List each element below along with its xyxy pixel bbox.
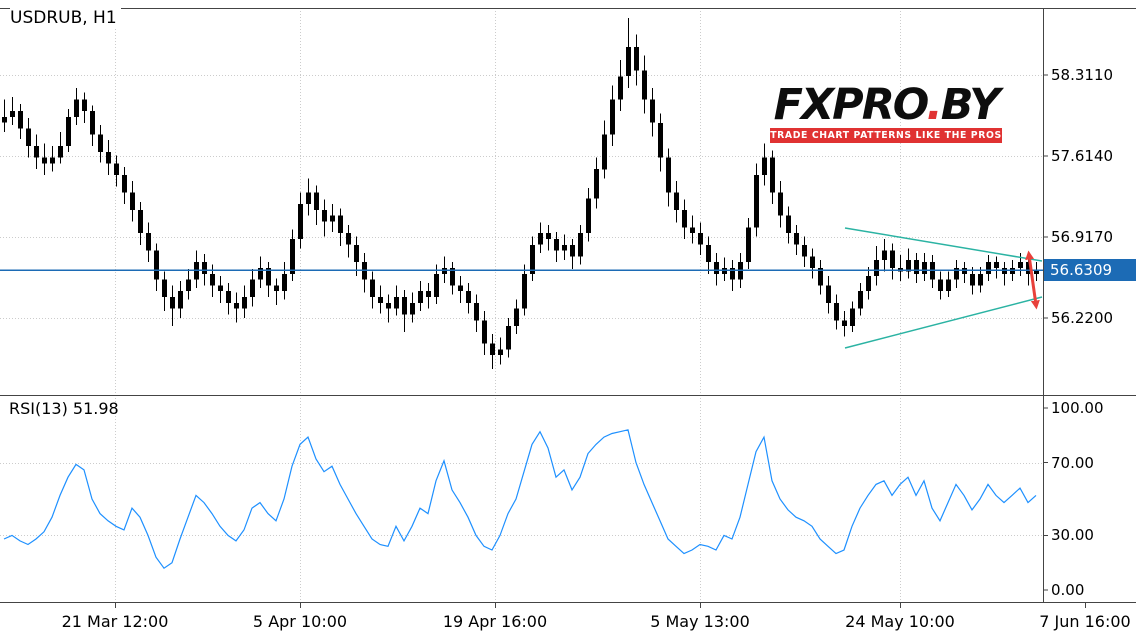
rsi-indicator-label: RSI(13) 51.98 [9, 399, 119, 418]
rsi-axis-label: 30.00 [1051, 526, 1094, 545]
symbol-timeframe-title: USDRUB, H1 [10, 8, 121, 28]
rsi-axis-label: 0.00 [1051, 581, 1085, 599]
price-axis-label: 57.6140 [1051, 146, 1114, 165]
price-axis-label: 56.9170 [1051, 227, 1114, 246]
logo-tagline: TRADE CHART PATTERNS LIKE THE PROS [770, 128, 1002, 143]
fxpro-watermark: FXPRO.BY TRADE CHART PATTERNS LIKE THE P… [770, 84, 1002, 143]
rsi-axis-label: 70.00 [1051, 453, 1094, 472]
current-price-box: 56.6309 [1044, 259, 1136, 282]
logo-dot: . [926, 80, 942, 130]
price-scale[interactable]: 56.6309 58.3110 57.6140 56.9170 56.2200 100.… [1043, 0, 1136, 640]
price-axis-label: 56.2200 [1051, 308, 1114, 327]
logo-main: FXPRO [773, 80, 929, 130]
price-axis-label: 58.3110 [1051, 66, 1114, 84]
rsi-axis-label: 100.00 [1051, 399, 1104, 417]
fxpro-logo-text: FXPRO.BY [770, 84, 1002, 127]
logo-suffix: BY [940, 80, 1001, 130]
